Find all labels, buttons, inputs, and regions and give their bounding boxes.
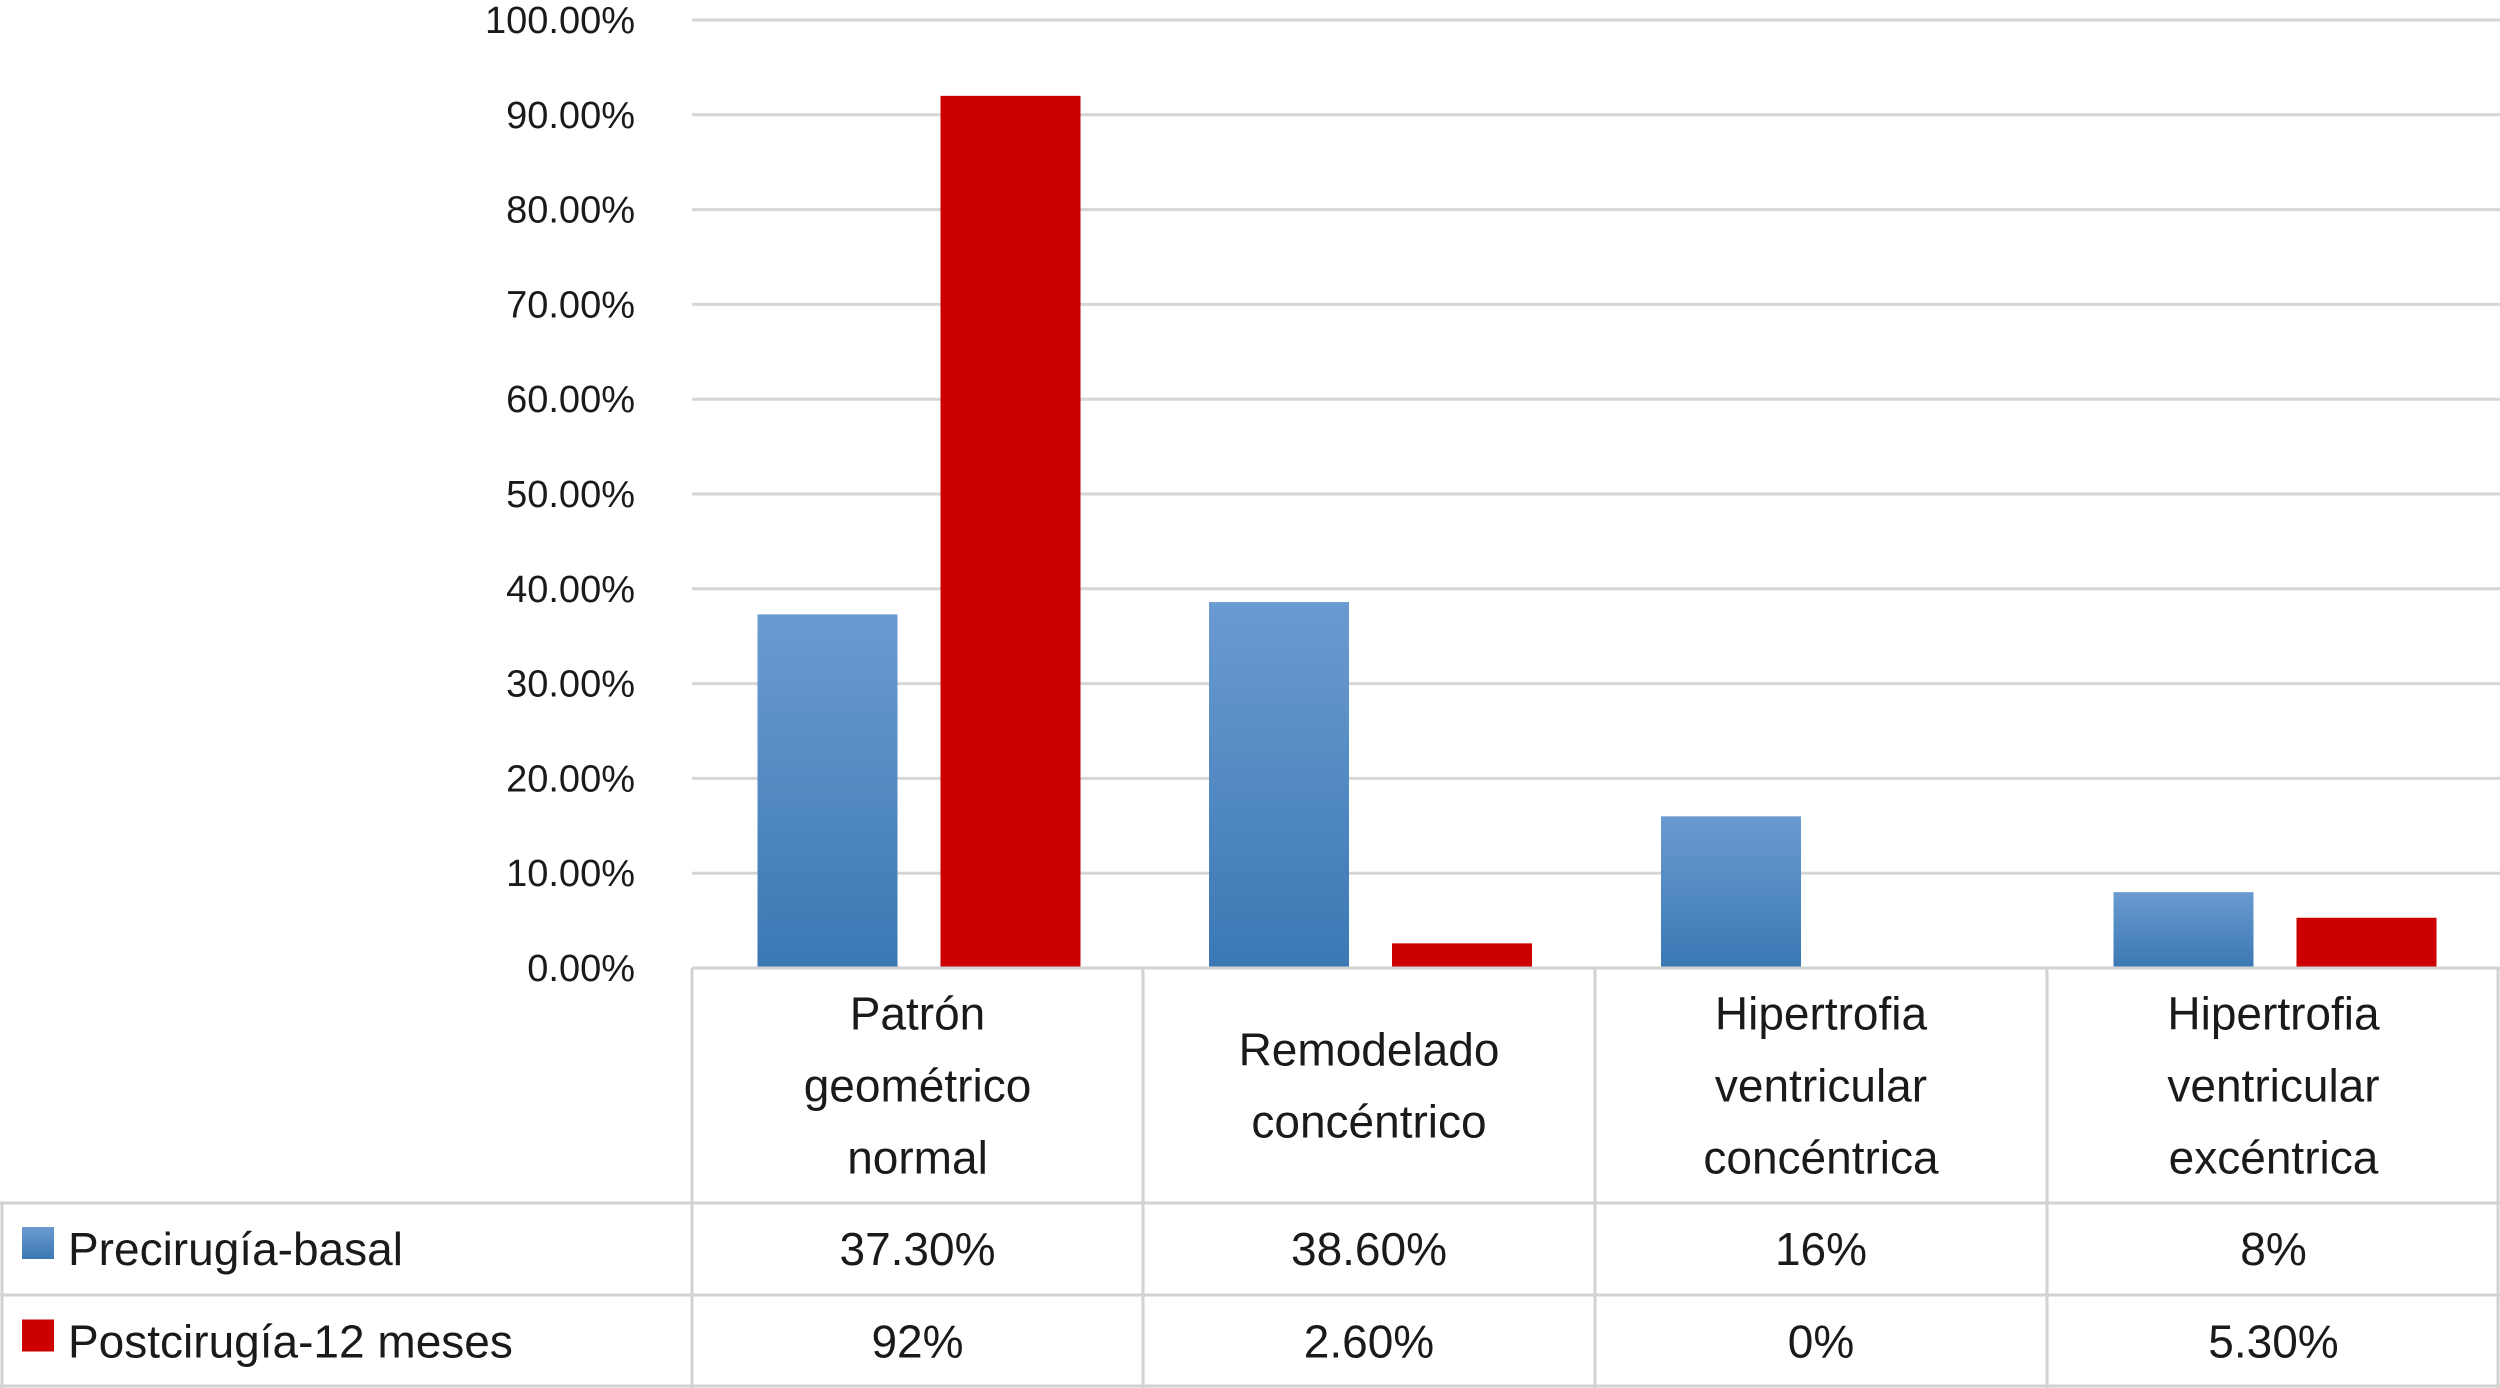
x-category-label: geométrico xyxy=(804,1060,1032,1112)
y-tick-label: 30.00% xyxy=(506,664,635,706)
data-label: 38.60% xyxy=(1291,1223,1447,1275)
data-table: Patrón geométrico normal Remodelado concéntr… xyxy=(0,966,2500,1388)
y-tick-label: 0.00% xyxy=(527,948,635,990)
bar xyxy=(1392,943,1532,968)
y-tick-label: 20.00% xyxy=(506,758,635,800)
data-label: 16% xyxy=(1775,1223,1867,1275)
y-tick-label: 10.00% xyxy=(506,853,635,895)
y-tick-label: 90.00% xyxy=(506,95,635,137)
legend-series-name: Precirugía-basal xyxy=(68,1223,403,1275)
x-category-label: ventricular xyxy=(1715,1060,1927,1112)
data-label: 2.60% xyxy=(1304,1316,1434,1368)
bar xyxy=(2296,917,2437,968)
data-label: 5.30% xyxy=(2208,1316,2338,1368)
bar xyxy=(1209,602,1349,968)
x-category-label: Hipertrofia xyxy=(1715,988,1928,1040)
bar xyxy=(1661,816,1801,968)
x-category-label: concéntrica xyxy=(1703,1132,1939,1184)
y-tick-label: 40.00% xyxy=(506,569,635,611)
y-axis-tick-labels: 0.00% 10.00% 20.00% 30.00% 40.00% 50.00% 60.00… xyxy=(485,0,635,990)
x-category-label: Patrón xyxy=(850,988,986,1040)
x-category-label: Hipertrofia xyxy=(2167,988,2380,1040)
data-label: 92% xyxy=(871,1316,963,1368)
y-tick-label: 70.00% xyxy=(506,284,635,326)
legend-series-name: Postcirugía-12 meses xyxy=(68,1316,513,1368)
y-tick-label: 50.00% xyxy=(506,474,635,516)
legend-swatch xyxy=(22,1319,54,1352)
legend-swatch xyxy=(22,1227,54,1259)
x-category-label: excéntrica xyxy=(2169,1132,2379,1184)
data-label: 37.30% xyxy=(839,1223,995,1275)
y-tick-label: 80.00% xyxy=(506,190,635,232)
x-category-label: ventricular xyxy=(2167,1060,2379,1112)
bar xyxy=(757,614,898,968)
y-tick-label: 60.00% xyxy=(506,379,635,421)
x-category-label: concéntrico xyxy=(1251,1096,1486,1148)
data-label: 0% xyxy=(1788,1316,1854,1368)
y-tick-label: 100.00% xyxy=(485,0,635,42)
x-category-label: Remodelado xyxy=(1239,1024,1500,1076)
x-category-label: normal xyxy=(847,1132,988,1184)
data-label: 8% xyxy=(2240,1223,2306,1275)
bar xyxy=(2113,892,2254,968)
bars xyxy=(757,95,2437,969)
bar xyxy=(940,95,1081,969)
